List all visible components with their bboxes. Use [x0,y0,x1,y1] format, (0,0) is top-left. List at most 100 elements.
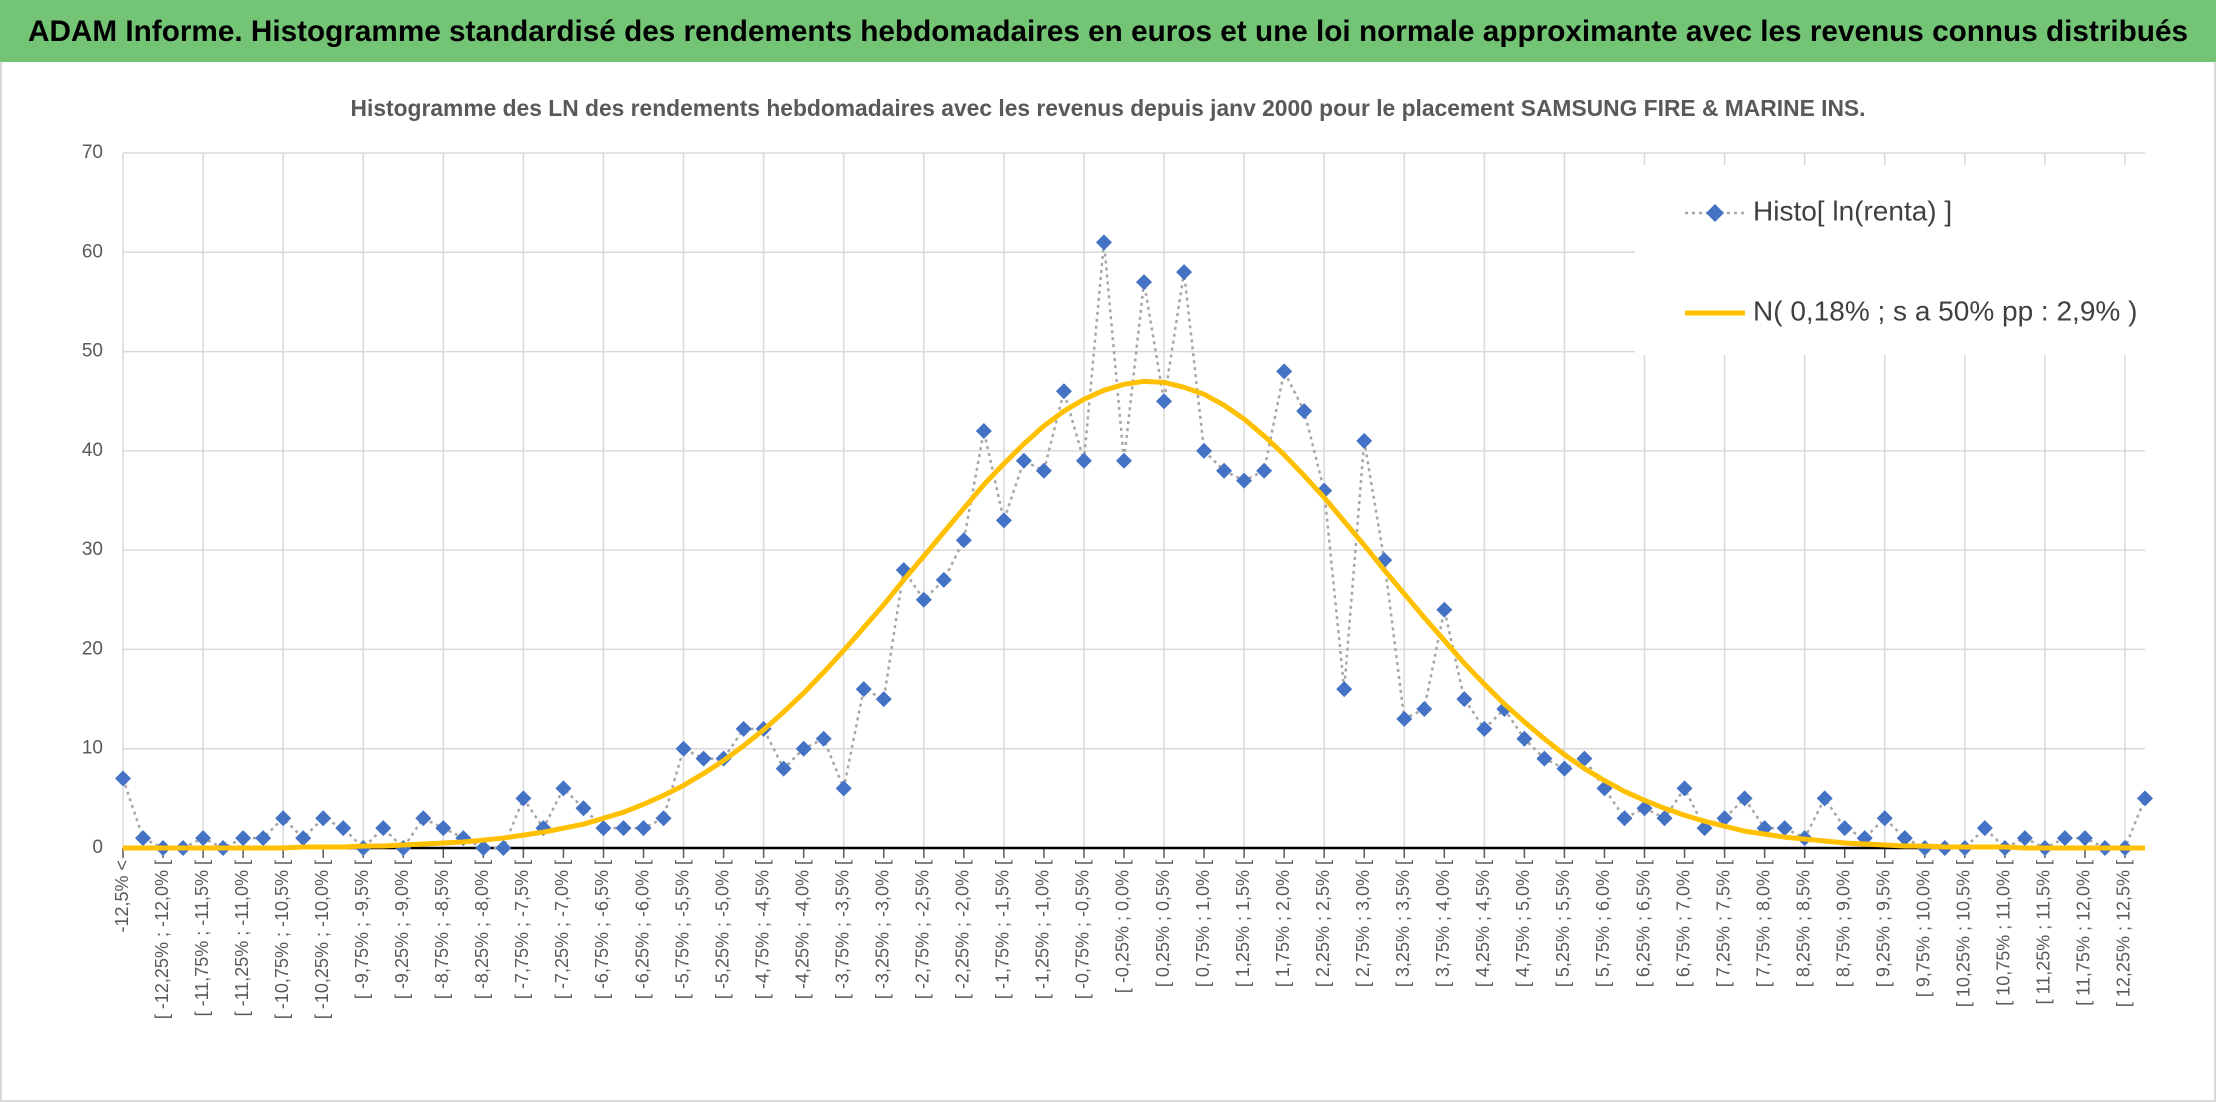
x-tick-label: [ -8,75% ; -8,5% [ [432,860,452,999]
data-point [1516,730,1533,747]
data-point [1676,780,1693,797]
y-tick-label: 60 [82,241,103,262]
data-point [115,770,131,787]
data-point [1576,750,1593,767]
data-point [1256,462,1273,479]
data-point [1095,234,1112,251]
x-tick-label: [ -0,25% ; 0,0% [ [1113,860,1133,993]
x-tick-label: [ -6,75% ; -6,5% [ [592,860,612,999]
x-tick-label: [ 12,25% ; 12,5% [ [2114,860,2134,1007]
data-point [1816,790,1833,807]
x-tick-label: [ -10,75% ; -10,5% [ [272,860,292,1019]
page-title: ADAM Informe. Histogramme standardisé de… [28,15,2188,48]
data-point [655,810,672,827]
x-tick-label: [ -7,75% ; -7,5% [ [512,860,532,999]
data-point [1336,681,1353,698]
data-point [275,810,292,827]
data-point [875,691,892,708]
x-tick-label: [ -9,25% ; -9,0% [ [392,860,412,999]
data-point [435,820,452,837]
x-tick-label: [ 10,25% ; 10,5% [ [1954,860,1974,1007]
x-tick-label: [ 6,75% ; 7,0% [ [1673,860,1693,987]
data-point [255,830,272,847]
data-point [1416,701,1433,717]
x-tick-label: [ 5,25% ; 5,5% [ [1553,860,1573,987]
x-tick-label: [ -5,25% ; -5,0% [ [712,860,732,999]
x-tick-label: [ 11,25% ; 11,5% [ [2034,860,2054,1004]
data-point [2016,830,2033,847]
data-point [1276,363,1293,380]
data-point [935,571,952,588]
x-tick-label: [ -2,25% ; -2,0% [ [953,860,973,999]
data-point [975,423,992,439]
x-tick-label: [ 1,75% ; 2,0% [ [1273,860,1293,987]
data-point [1536,750,1553,767]
data-point [1716,810,1733,827]
data-point [135,830,152,847]
data-point [1115,452,1132,469]
x-tick-label: [ -4,75% ; -4,5% [ [752,860,772,999]
y-tick-label: 0 [92,837,103,858]
data-point [1476,720,1493,737]
x-tick-label: [ 2,25% ; 2,5% [ [1313,860,1333,987]
data-point [815,730,832,747]
data-point [595,820,612,837]
x-tick-label: [ 3,75% ; 4,0% [ [1433,860,1453,987]
data-point [955,532,972,549]
x-tick-label: [ 4,25% ; 4,5% [ [1473,860,1493,987]
data-point [515,790,532,807]
y-tick-label: 20 [82,638,103,659]
x-tick-label: [ -8,25% ; -8,0% [ [472,860,492,999]
x-tick-label: [ 6,25% ; 6,5% [ [1633,860,1653,987]
data-point [1976,820,1993,837]
data-point [1136,274,1153,291]
data-point [915,591,932,608]
data-point [615,820,632,837]
data-point [675,740,692,757]
x-tick-label: [ -9,75% ; -9,5% [ [352,860,372,999]
data-point [1055,383,1072,400]
y-tick-label: 70 [82,142,103,163]
data-point [835,780,852,797]
data-point [1035,462,1052,479]
x-tick-label: [ 2,75% ; 3,0% [ [1353,860,1373,987]
x-tick-label: [ -6,25% ; -6,0% [ [632,860,652,999]
y-tick-label: 30 [82,539,103,560]
data-point [1456,691,1473,708]
data-point [795,740,812,757]
data-point [495,840,512,856]
data-point [1616,810,1633,827]
data-point [2076,830,2093,847]
data-point [375,820,392,837]
data-point [295,830,312,847]
x-tick-label: [ 4,75% ; 5,0% [ [1513,860,1533,987]
x-tick-label: [ -12,25% ; -12,0% [ [152,860,172,1019]
x-tick-label: [ -4,25% ; -4,0% [ [792,860,812,999]
data-point [1876,810,1893,827]
chart-title: Histogramme des LN des rendements hebdom… [351,95,1866,121]
data-point [995,512,1012,529]
legend-marker [1706,204,1724,222]
plot-area [115,234,2153,856]
x-tick-label: [ 0,75% ; 1,0% [ [1193,860,1213,987]
legend-label: N( 0,18% ; s a 50% pp : 2,9% ) [1753,295,2137,326]
data-point [1075,452,1092,469]
x-tick-label: [ 11,75% ; 12,0% [ [2074,860,2094,1006]
data-point [415,810,432,827]
x-tick-label: [ -11,75% ; -11,5% [ [192,860,212,1016]
data-point [315,810,332,827]
data-point [1196,442,1213,459]
x-tick-label: [ -5,75% ; -5,5% [ [672,860,692,999]
legend-label: Histo[ ln(renta) ] [1753,195,1952,226]
data-point [1296,403,1313,420]
data-point [1436,601,1453,618]
data-point [855,681,872,698]
y-tick-label: 40 [82,440,103,461]
x-tick-label: [ -7,25% ; -7,0% [ [552,860,572,999]
x-tick-label: [ -11,25% ; -11,0% [ [232,860,252,1016]
x-tick-label: [ -1,25% ; -1,0% [ [1033,860,1053,999]
data-point [2137,790,2153,807]
data-point [1396,710,1413,727]
